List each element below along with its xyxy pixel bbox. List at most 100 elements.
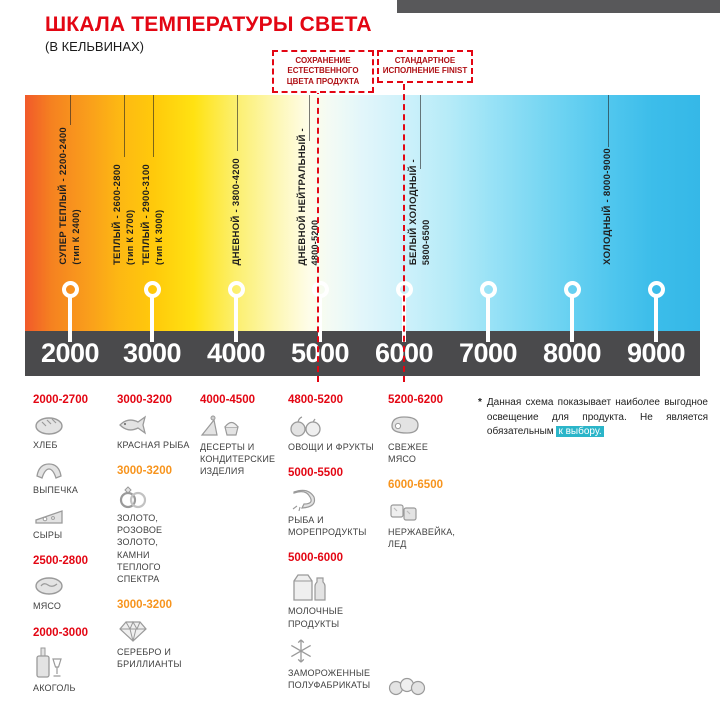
food-item-label: ОВОЩИ И ФРУКТЫ	[288, 442, 374, 452]
food-item-label: РЫБА И МОРЕПРОДУКТЫ	[288, 515, 367, 538]
axis-tick-8000: 8000	[542, 337, 602, 368]
footnote-asterisk: *	[478, 397, 482, 408]
scale-marker	[62, 281, 79, 298]
food-item-label: МЯСО	[33, 601, 62, 612]
food-item-label: СВЕЖЕЕ МЯСО	[388, 442, 429, 465]
food-item-cheese: СЫРЫ	[33, 504, 113, 541]
food-column-1: 2000-2700 ХЛЕБ ВЫПЕЧКА СЫРЫ 2500-2800 МЯ…	[33, 394, 113, 694]
axis-tick-3000: 3000	[122, 337, 182, 368]
food-item-alcohol: АКОГОЛЬ	[33, 647, 113, 694]
food-item-label: ЗОЛОТО, РОЗОВОЕ ЗОЛОТО, КАМНИ ТЕПЛОГО СП…	[117, 513, 163, 584]
food-item-fresh-meat: СВЕЖЕЕ МЯСО	[388, 414, 454, 465]
range-label: 4800-5200	[288, 394, 343, 406]
dashed-line-6000	[403, 84, 405, 382]
band-tick-line	[124, 95, 125, 157]
band-label-daylight: ДНЕВНОЙ - 3800-4200	[231, 157, 242, 265]
axis-tick-5000: 5000	[290, 337, 350, 368]
food-item-seafood: РЫБА И МОРЕПРОДУКТЫ	[288, 487, 383, 538]
scale-marker-stem	[150, 297, 154, 342]
bread-icon	[35, 417, 63, 435]
band-tick-line	[608, 95, 609, 147]
ice-cubes-icon	[390, 504, 417, 521]
dumplings-icon	[388, 677, 426, 696]
range-label: 4000-4500	[200, 394, 255, 406]
food-item-label: ДЕСЕРТЫ И КОНДИТЕРСКИЕ ИЗДЕЛИЯ	[200, 442, 276, 477]
band-label-super-warm: СУПЕР ТЕПЛЫЙ - 2200-2400 (тип К 2400)	[58, 127, 81, 265]
food-item-label: КРАСНАЯ РЫБА	[117, 440, 190, 450]
food-item-label: ЗАМОРОЖЕННЫЕ ПОЛУФАБРИКАТЫ	[288, 667, 371, 690]
range-label: 2000-2700	[33, 394, 88, 406]
scale-marker	[312, 281, 329, 298]
food-item-label: МОЛОЧНЫЕ ПРОДУКТЫ	[288, 606, 344, 629]
band-tick-line	[70, 95, 71, 125]
snowflake-icon	[291, 639, 311, 663]
range-label: 5000-6000	[288, 552, 343, 565]
scale-marker-stem	[654, 297, 658, 342]
page-title: ШКАЛА ТЕМПЕРАТУРЫ СВЕТА	[45, 13, 372, 36]
footnote-highlight: к выбору.	[556, 426, 604, 437]
wine-bottle-icon	[36, 647, 62, 678]
food-column-5: 5200-6200 СВЕЖЕЕ МЯСО 6000-6500 НЕРЖАВЕЙ…	[388, 394, 455, 551]
range-label: 5000-5500	[288, 467, 343, 480]
cheese-icon	[35, 510, 63, 524]
range-label: 3000-3200	[117, 465, 172, 478]
band-label-cold-white: БЕЛЫЙ ХОЛОДНЫЙ - 5800-6500	[408, 158, 431, 265]
pastry-icon	[36, 463, 62, 480]
fruits-icon	[290, 416, 321, 437]
range-label: 2500-2800	[33, 555, 88, 568]
milk-icon	[293, 574, 326, 602]
scale-marker	[480, 281, 497, 298]
food-item-desserts: ДЕСЕРТЫ И КОНДИТЕРСКИЕ ИЗДЕЛИЯ	[200, 414, 284, 477]
scale-marker-stem	[234, 297, 238, 342]
scale-marker	[228, 281, 245, 298]
food-item-stainless: НЕРЖАВЕЙКА, ЛЕД	[388, 499, 455, 550]
band-tick-line	[237, 95, 238, 151]
food-item-label: ВЫПЕЧКА	[33, 485, 79, 496]
scale-marker-stem	[318, 297, 322, 342]
food-item-meat: МЯСО	[33, 575, 113, 612]
page-subtitle: (В КЕЛЬВИНАХ)	[45, 39, 144, 54]
food-item-dairy: МОЛОЧНЫЕ ПРОДУКТЫ	[288, 572, 383, 629]
footnote: * Данная схема показывает наиболее выгод…	[478, 396, 708, 440]
band-tick-line	[153, 95, 154, 157]
range-label: 2000-3000	[33, 626, 88, 639]
steak-icon	[391, 416, 419, 434]
range-label: 3000-3200	[117, 394, 172, 406]
scale-marker-stem	[486, 297, 490, 342]
meat-icon	[35, 577, 63, 596]
kelvin-axis: 2000 3000 4000 5000 6000 7000 8000 9000	[25, 331, 700, 376]
scale-marker-stem	[570, 297, 574, 342]
shrimp-icon	[292, 489, 316, 512]
dashed-line-5000	[317, 88, 319, 382]
footnote-text: Данная схема показывает наиболее выгодно…	[486, 397, 708, 437]
band-tick-line	[420, 95, 421, 169]
scale-marker	[564, 281, 581, 298]
axis-tick-9000: 9000	[626, 337, 686, 368]
axis-tick-7000: 7000	[458, 337, 518, 368]
rings-icon	[119, 486, 147, 509]
band-label-warm-3000: ТЕПЛЫЙ - 2900-3100 (тип К 3000)	[141, 163, 164, 265]
fish-icon	[119, 415, 147, 435]
cake-icon	[200, 415, 239, 436]
food-item-label: АКОГОЛЬ	[33, 682, 76, 693]
scale-marker-stem	[68, 297, 72, 342]
temperature-gradient-bar: СУПЕР ТЕПЛЫЙ - 2200-2400 (тип К 2400) ТЕ…	[25, 95, 700, 331]
band-tick-line	[309, 95, 310, 141]
range-label: 3000-3200	[117, 598, 172, 611]
food-column-3: 4000-4500 ДЕСЕРТЫ И КОНДИТЕРСКИЕ ИЗДЕЛИЯ	[200, 394, 284, 477]
scale-marker	[144, 281, 161, 298]
callout-standard-finist: СТАНДАРТНОЕ ИСПОЛНЕНИЕ FINIST	[377, 50, 473, 83]
range-label: 5200-6200	[388, 394, 443, 406]
callout-preserve-color: СОХРАНЕНИЕ ЕСТЕСТВЕННОГО ЦВЕТА ПРОДУКТА	[272, 50, 374, 94]
axis-tick-2000: 2000	[40, 337, 100, 368]
food-item-label: ХЛЕБ	[33, 440, 58, 450]
food-item-label: СЕРЕБРО И БРИЛЛИАНТЫ	[117, 646, 182, 670]
food-item-red-fish: КРАСНАЯ РЫБА	[117, 414, 193, 451]
band-label-cold: ХОЛОДНЫЙ - 8000-9000	[602, 148, 613, 265]
food-item-label: СЫРЫ	[33, 530, 63, 541]
food-item-frozen: ЗАМОРОЖЕННЫЕ ПОЛУФАБРИКАТЫ	[288, 638, 383, 691]
food-item-gold: ЗОЛОТО, РОЗОВОЕ ЗОЛОТО, КАМНИ ТЕПЛОГО СП…	[117, 485, 193, 585]
food-column-4: 4800-5200 ОВОЩИ И ФРУКТЫ 5000-5500 РЫБА …	[288, 394, 383, 691]
food-item-bread: ХЛЕБ	[33, 414, 113, 451]
